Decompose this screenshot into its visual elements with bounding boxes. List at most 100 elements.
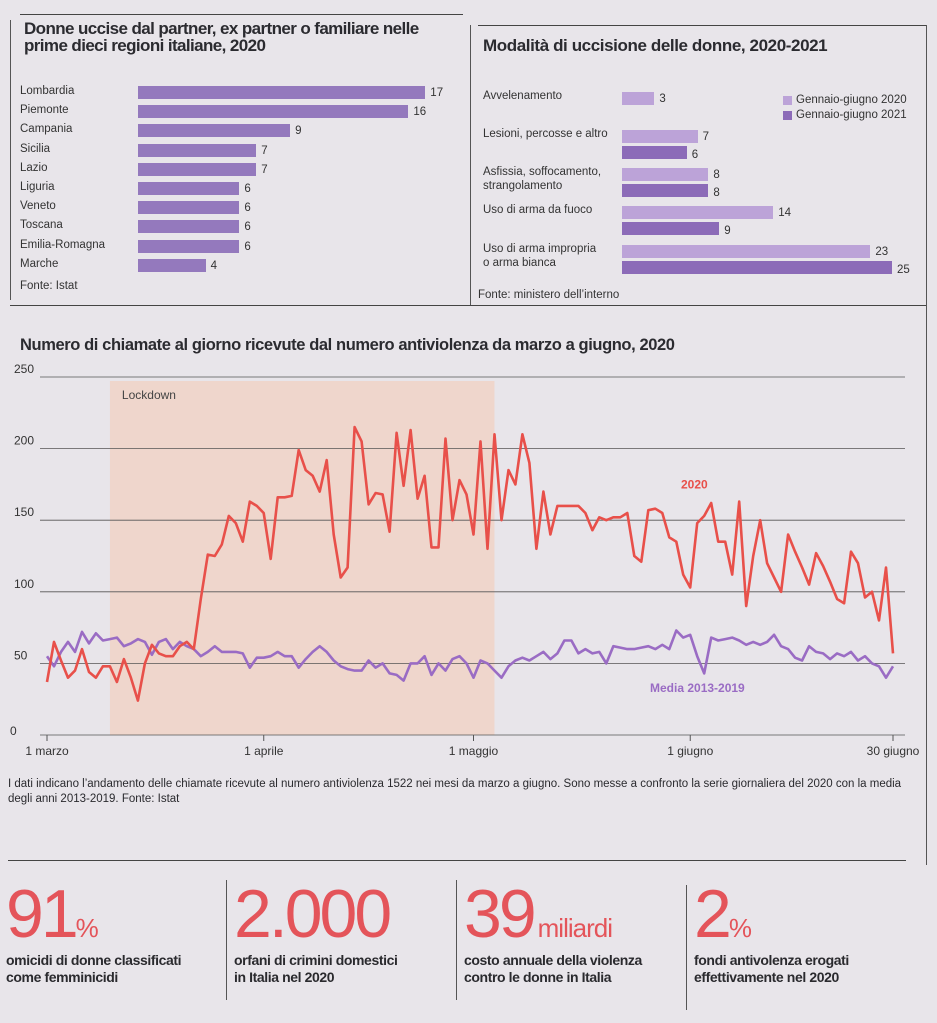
bar-2020: [622, 130, 698, 143]
bar-2021: [622, 184, 709, 197]
data-label: 6: [691, 149, 699, 161]
legend-swatch: [783, 110, 792, 120]
stat-unit: %: [75, 913, 99, 943]
chart3-source: Fonte: Istat: [121, 793, 180, 805]
stat-value: 39: [464, 876, 537, 952]
bar-2021: [622, 222, 720, 235]
stat-caption: come femminicidi: [6, 969, 118, 985]
category-label: Lazio: [20, 161, 48, 174]
bar-2020: [622, 245, 871, 258]
bar: [138, 201, 240, 215]
category-label: Liguria: [20, 181, 55, 193]
divider: [686, 885, 687, 1010]
y-tick-label: 100: [14, 577, 34, 591]
bar: [138, 258, 206, 272]
legend-swatch: [783, 95, 792, 105]
data-label: 6: [244, 240, 251, 253]
x-tick-label: 30 giugno: [867, 744, 920, 758]
data-label: 17: [430, 87, 444, 99]
data-label: 23: [875, 246, 889, 258]
bar-2020: [622, 168, 709, 181]
stat-value: 2: [694, 876, 732, 952]
category-label-line: Uso di arma da fuoco: [483, 204, 593, 216]
chart1-source: Fonte: Istat: [20, 280, 78, 292]
category-label: Sicilia: [20, 142, 51, 155]
stat-unit: miliardi: [537, 913, 613, 943]
stat-cost: 39 miliardi costo annuale della violenza c…: [464, 880, 678, 986]
category-label-line: strangolamento: [483, 180, 563, 192]
legend-label: Gennaio-giugno 2020: [796, 94, 907, 106]
series-label-2020: 2020: [681, 478, 708, 492]
y-tick-label: 150: [14, 505, 34, 519]
category-label: Lesioni, percosse e altro: [483, 127, 608, 141]
lockdown-label: Lockdown: [122, 388, 176, 402]
category-label: Lombardia: [20, 85, 75, 97]
data-label: 3: [659, 93, 666, 105]
category-label-line: Asfissia, soffocamento,: [483, 166, 602, 178]
series-line-2020: [45, 425, 895, 702]
bar-2020: [622, 206, 774, 219]
data-label: 4: [210, 259, 217, 272]
stat-caption: in Italia nel 2020: [234, 969, 335, 985]
stat-caption: contro le donne in Italia: [464, 969, 612, 985]
bar-2021: [622, 146, 687, 159]
bar: [138, 86, 426, 99]
chart2-source: Fonte: ministero dell’interno: [478, 289, 620, 301]
x-tick-label: 1 giugno: [667, 744, 713, 758]
category-label: Emilia-Romagna: [20, 238, 106, 251]
divider: [226, 880, 227, 1000]
category-label-line: Avvelenamento: [483, 90, 563, 102]
stat-caption: fondi antivolenza erogati: [694, 952, 849, 968]
data-label: 6: [244, 202, 251, 215]
data-label: 7: [261, 163, 268, 176]
category-label-line: o arma bianca: [483, 257, 556, 269]
data-label: 8: [713, 187, 720, 199]
divider: [926, 25, 927, 865]
category-label: Avvelenamento: [483, 89, 562, 103]
legend-item-2020: Gennaio-giugno 2020: [783, 94, 907, 106]
stat-value: 91: [6, 876, 79, 952]
category-label: Marche: [20, 257, 59, 270]
category-label: Asfissia, soffocamento, strangolamento: [483, 165, 601, 193]
data-label: 25: [897, 264, 910, 276]
bar: [138, 162, 257, 176]
stat-funds: 2% fondi antivolenza erogati effettivamen…: [694, 880, 908, 986]
stat-femicides: 91% omicidi di donne classificati come fe…: [6, 880, 220, 986]
legend-item-2021: Gennaio-giugno 2021: [783, 109, 907, 121]
chart3-title: Numero di chiamate al giorno ricevute da…: [20, 336, 675, 354]
stat-caption: omicidi di donne classificati: [6, 952, 182, 968]
series-label-media: Media 2013-2019: [650, 681, 745, 695]
y-tick-label: 0: [10, 724, 17, 738]
bar: [138, 220, 240, 234]
stat-orphans: 2.000 orfani di crimini domestici in Ital…: [234, 880, 448, 986]
data-label: 16: [413, 106, 427, 119]
chart3-note: I dati indicano l’andamento delle chiama…: [8, 777, 913, 807]
y-tick-label: 50: [14, 648, 28, 662]
divider: [10, 305, 926, 306]
note-text: I dati indicano l’andamento delle chiama…: [8, 778, 902, 805]
bar: [138, 124, 291, 138]
data-label: 7: [261, 144, 268, 157]
data-label: 9: [724, 225, 731, 237]
divider: [456, 880, 457, 1000]
stat-caption: effettivamente nel 2020: [694, 969, 839, 985]
stat-caption: costo annuale della violenza: [464, 952, 642, 968]
divider: [470, 25, 471, 305]
divider: [10, 20, 11, 300]
bar: [138, 105, 409, 119]
category-label: Piemonte: [20, 104, 69, 117]
bar: [138, 182, 240, 195]
y-tick-label: 200: [14, 434, 34, 448]
bar-2020: [622, 92, 655, 105]
divider: [8, 860, 906, 861]
x-tick-label: 1 maggio: [449, 744, 499, 758]
category-label: Toscana: [20, 219, 63, 232]
legend-label: Gennaio-giugno 2021: [796, 109, 907, 121]
legend: Gennaio-giugno 2020 Gennaio-giugno 2021: [783, 94, 907, 121]
category-label-line: Lesioni, percosse e altro: [483, 128, 608, 140]
data-label: 7: [702, 131, 709, 143]
data-label: 6: [244, 221, 251, 234]
series-line-media: [45, 629, 895, 682]
category-label: Uso di arma da fuoco: [483, 203, 592, 217]
divider: [20, 14, 463, 15]
